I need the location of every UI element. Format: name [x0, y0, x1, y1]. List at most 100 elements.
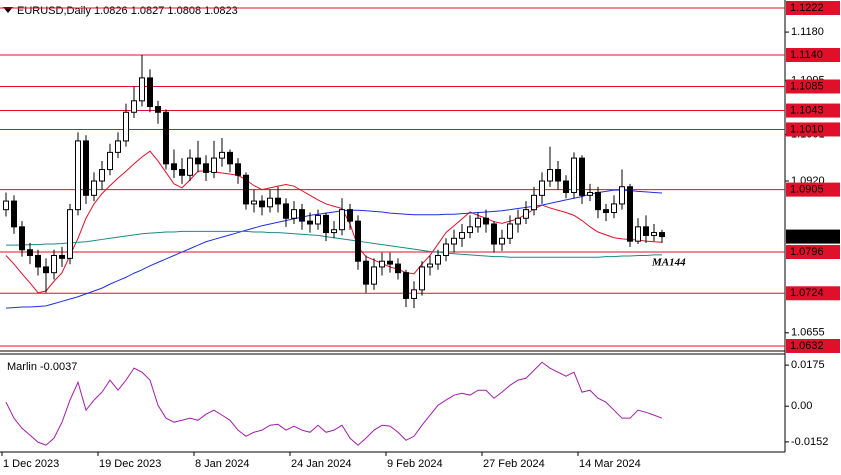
candle-body — [307, 220, 313, 225]
candle-body — [523, 209, 529, 219]
level-label: 1.0632 — [790, 340, 824, 352]
indicator-title: Marlin -0.0037 — [7, 361, 77, 373]
candle-body — [587, 191, 593, 196]
indicator-line — [5, 150, 663, 294]
candle-body — [651, 232, 657, 236]
oscillator-line — [5, 361, 663, 446]
candle-body — [35, 254, 41, 268]
indicator-line — [5, 189, 663, 309]
candle-body — [171, 163, 177, 171]
level-box — [786, 103, 840, 118]
candle-body — [67, 209, 73, 259]
level-label: 1.0796 — [790, 246, 824, 258]
y-tick-label: 1.0655 — [791, 327, 825, 339]
line-label: MA144 — [651, 256, 686, 268]
level-box — [786, 338, 840, 353]
chart-title: EURUSD,Daily 1.0826 1.0827 1.0808 1.0823 — [17, 5, 238, 17]
candle-body — [43, 266, 49, 274]
candle-body — [19, 226, 25, 251]
candle-body — [195, 157, 201, 165]
candle-body — [51, 254, 57, 274]
level-box — [786, 1, 840, 16]
candle-body — [83, 140, 89, 196]
candle-body — [187, 157, 193, 176]
candle-body — [131, 100, 137, 113]
candle-body — [547, 169, 553, 182]
candle-body — [555, 169, 561, 182]
candle-body — [283, 203, 289, 219]
level-box — [786, 286, 840, 301]
candle-body — [259, 200, 265, 208]
level-label: 1.1140 — [790, 49, 823, 61]
candle-body — [467, 226, 473, 234]
candle-body — [531, 194, 537, 211]
candle-body — [75, 140, 81, 211]
candle-body — [291, 209, 297, 219]
x-tick-label: 9 Feb 2024 — [387, 458, 443, 470]
candle-body — [619, 186, 625, 205]
candle-body — [411, 289, 417, 299]
candle-body — [483, 217, 489, 225]
candle-body — [403, 272, 409, 299]
candle-body — [139, 77, 145, 102]
candle-body — [107, 151, 113, 171]
candle-body — [563, 180, 569, 193]
candle-body — [451, 237, 457, 245]
candle-body — [331, 229, 337, 234]
candle-body — [379, 260, 385, 268]
candle-body — [387, 260, 393, 265]
candle-body — [211, 157, 217, 173]
candle-body — [363, 260, 369, 285]
x-tick-label: 1 Dec 2023 — [3, 458, 59, 470]
candle-body — [59, 254, 65, 259]
candle-body — [339, 209, 345, 231]
candle-body — [347, 209, 353, 222]
candle-body — [507, 223, 513, 239]
level-box — [786, 47, 840, 62]
candle-body — [627, 186, 633, 242]
candle-body — [219, 151, 225, 159]
candle-body — [315, 214, 321, 225]
candle-body — [475, 217, 481, 228]
candle-body — [251, 200, 257, 205]
candle-body — [355, 220, 361, 262]
x-tick-label: 24 Jan 2024 — [291, 458, 352, 470]
candle-body — [603, 209, 609, 214]
y-tick-label: 1.1180 — [791, 26, 824, 38]
y-tick-label: 0.00 — [791, 400, 812, 412]
candle-body — [11, 200, 17, 228]
candle-body — [539, 180, 545, 196]
candle-body — [371, 266, 377, 285]
last-price-box — [786, 229, 840, 244]
candle-body — [203, 163, 209, 173]
candle-body — [595, 191, 601, 211]
candle-body — [643, 226, 649, 236]
candle-body — [227, 151, 233, 165]
candle-body — [99, 169, 105, 182]
candle-body — [635, 226, 641, 242]
candle-body — [27, 249, 33, 256]
candle-body — [459, 232, 465, 239]
level-box — [786, 245, 840, 260]
candle-body — [3, 200, 9, 211]
candle-body — [115, 140, 121, 153]
candle-body — [163, 111, 169, 165]
candle-body — [299, 209, 305, 222]
candle-body — [443, 243, 449, 256]
candle-body — [179, 169, 185, 176]
level-box — [786, 79, 840, 94]
candle-body — [395, 263, 401, 274]
candle-body — [499, 237, 505, 245]
y-tick-label: 0.0175 — [791, 359, 825, 371]
candle-body — [515, 217, 521, 225]
candle-body — [267, 197, 273, 208]
y-tick-label: -0.0152 — [791, 436, 828, 448]
level-label: 1.0724 — [790, 287, 824, 299]
candle-body — [419, 266, 425, 291]
x-tick-label: 8 Jan 2024 — [195, 458, 249, 470]
x-tick-label: 19 Dec 2023 — [99, 458, 161, 470]
last-price-label: 1.0823 — [790, 230, 824, 242]
candle-body — [155, 106, 161, 113]
